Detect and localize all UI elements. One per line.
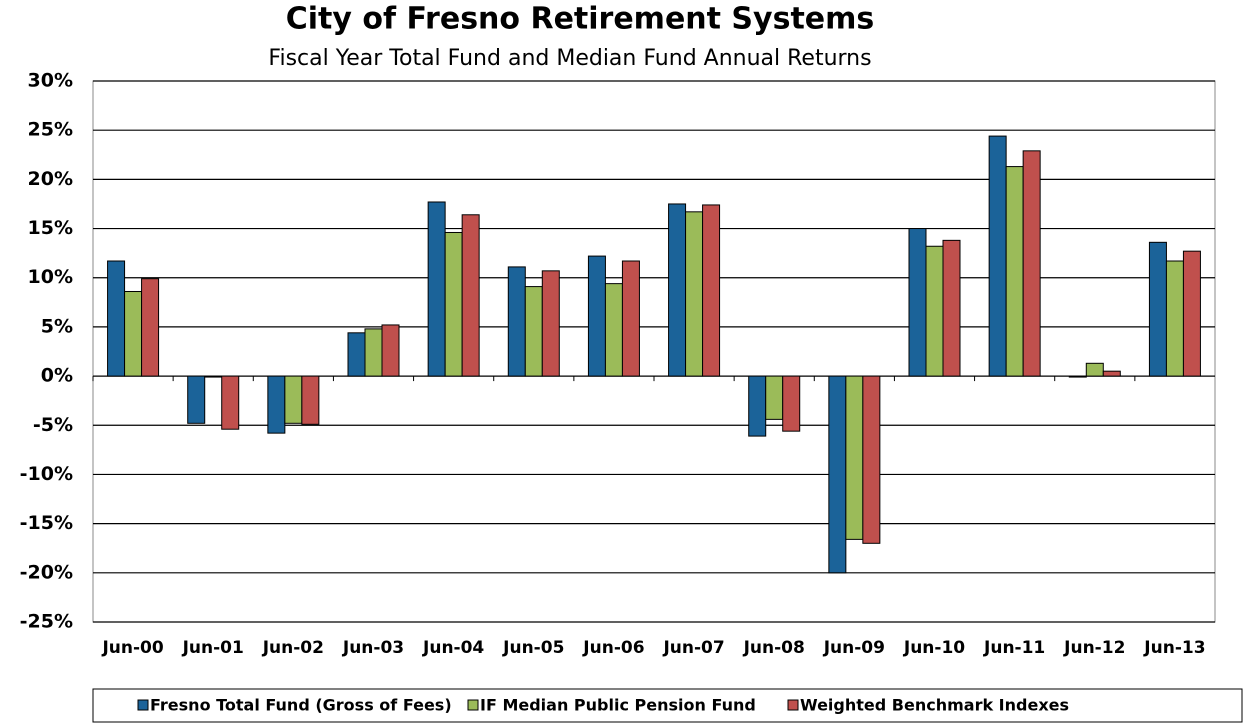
bar <box>444 231 463 377</box>
bar <box>1148 241 1167 377</box>
bar <box>1005 166 1024 377</box>
bar <box>1022 150 1041 377</box>
bar <box>587 255 606 377</box>
bar <box>685 211 704 377</box>
bar <box>1068 375 1087 378</box>
x-tick-label: Jun-11 <box>983 638 1045 658</box>
y-tick-label: -5% <box>33 414 73 436</box>
y-tick-label: 0% <box>41 365 73 387</box>
x-tick-label: Jun-08 <box>743 638 805 658</box>
bar <box>782 375 801 432</box>
bar <box>988 135 1007 377</box>
y-tick-label: 30% <box>28 70 73 92</box>
bar <box>1165 260 1184 377</box>
bar <box>347 332 366 377</box>
legend-swatch <box>137 699 149 711</box>
y-tick-label: 5% <box>41 315 73 337</box>
x-tick-label: Jun-05 <box>502 638 564 658</box>
y-tick-label: -20% <box>20 561 73 583</box>
x-tick-label: Jun-13 <box>1143 638 1205 658</box>
x-tick-label: Jun-09 <box>823 638 885 658</box>
bar <box>862 375 881 544</box>
bar <box>141 278 160 377</box>
bar <box>1085 362 1104 377</box>
bar <box>748 375 767 437</box>
bar <box>908 228 927 377</box>
bar <box>621 260 640 377</box>
bar <box>925 245 944 377</box>
legend-label: IF Median Public Pension Fund <box>480 696 756 715</box>
bar <box>107 260 126 377</box>
y-tick-label: -15% <box>20 512 73 534</box>
x-tick-label: Jun-00 <box>101 638 163 658</box>
bar <box>507 266 526 377</box>
plot-area <box>92 80 1216 623</box>
x-tick-label: Jun-03 <box>342 638 404 658</box>
y-tick-label: -10% <box>20 463 73 485</box>
bar <box>461 214 480 377</box>
bar <box>301 375 320 425</box>
y-tick-label: 10% <box>28 266 73 288</box>
bar <box>604 283 623 377</box>
bar <box>541 270 560 377</box>
bar <box>267 375 286 434</box>
bar <box>524 286 543 377</box>
bar <box>364 328 383 377</box>
x-tick-label: Jun-10 <box>903 638 965 658</box>
legend-box <box>92 688 1243 723</box>
x-tick-label: Jun-01 <box>182 638 244 658</box>
bar <box>765 375 784 420</box>
x-tick-label: Jun-06 <box>582 638 644 658</box>
legend-swatch <box>467 699 479 711</box>
chart-title: City of Fresno Retirement Systems <box>286 2 875 37</box>
x-tick-label: Jun-04 <box>422 638 484 658</box>
bar <box>942 239 961 377</box>
bar <box>221 375 240 430</box>
bar <box>204 375 223 378</box>
bar <box>124 290 143 377</box>
y-tick-label: 20% <box>28 168 73 190</box>
x-tick-label: Jun-02 <box>262 638 324 658</box>
bar <box>187 375 206 424</box>
y-tick-label: 25% <box>28 119 73 141</box>
y-tick-label: 15% <box>28 217 73 239</box>
bar <box>381 324 400 377</box>
legend-label: Weighted Benchmark Indexes <box>800 696 1069 715</box>
bar <box>702 204 721 377</box>
bar <box>828 375 847 574</box>
x-tick-label: Jun-07 <box>662 638 724 658</box>
legend-swatch <box>787 699 799 711</box>
bar <box>845 375 864 540</box>
legend-label: Fresno Total Fund (Gross of Fees) <box>150 696 452 715</box>
bar <box>427 201 446 377</box>
bar <box>1102 370 1121 377</box>
bar <box>1182 250 1201 377</box>
bar <box>284 375 303 424</box>
bar <box>668 203 687 377</box>
chart-subtitle: Fiscal Year Total Fund and Median Fund A… <box>268 46 871 71</box>
x-tick-label: Jun-12 <box>1063 638 1125 658</box>
y-tick-label: -25% <box>20 611 73 633</box>
